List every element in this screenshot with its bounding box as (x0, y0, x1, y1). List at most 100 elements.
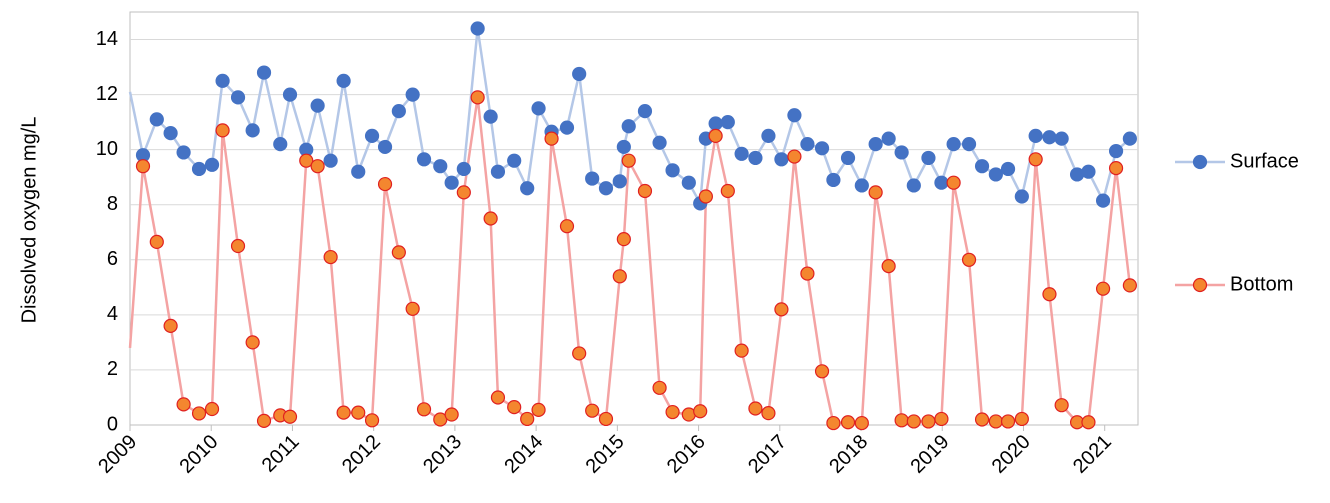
x-tick-label: 2010 (175, 431, 222, 478)
data-point (1054, 131, 1069, 146)
x-tick-label: 2021 (1069, 431, 1116, 478)
y-tick-label: 8 (107, 193, 118, 215)
data-point (840, 150, 856, 166)
data-point (1042, 287, 1057, 302)
y-tick-label: 12 (96, 83, 118, 105)
data-point (881, 259, 896, 274)
data-point (720, 115, 735, 130)
data-point (840, 415, 856, 430)
data-point (708, 116, 723, 131)
data-point (299, 153, 314, 168)
x-tick-label: 2015 (582, 431, 629, 478)
data-point (868, 137, 883, 152)
data-point (934, 411, 949, 427)
data-point (323, 249, 338, 265)
x-tick-label: 2012 (338, 431, 385, 478)
data-point (416, 152, 432, 167)
data-point (681, 175, 696, 190)
data-point (456, 185, 471, 200)
data-point (391, 245, 406, 260)
data-point (988, 167, 1003, 182)
data-point (559, 120, 575, 135)
data-point (921, 414, 936, 429)
data-point (665, 163, 680, 178)
data-point (881, 131, 896, 146)
y-tick-label: 6 (107, 248, 118, 270)
data-point (1042, 130, 1057, 145)
data-point (934, 175, 949, 190)
data-point (416, 402, 432, 417)
data-point (906, 178, 921, 193)
data-point (191, 161, 207, 177)
data-point (323, 153, 338, 168)
data-point (1122, 131, 1137, 146)
legend-label: Surface (1230, 150, 1299, 172)
data-point (336, 73, 351, 88)
data-point (585, 171, 600, 186)
data-point (612, 174, 627, 189)
data-point (163, 318, 178, 333)
data-point (1081, 164, 1096, 179)
data-point (787, 108, 802, 123)
data-point (988, 414, 1003, 429)
data-point (616, 232, 631, 247)
y-tick-label: 10 (96, 138, 118, 160)
data-point (444, 407, 459, 422)
data-point (230, 90, 246, 105)
x-tick-label: 2009 (94, 431, 141, 478)
data-point (734, 343, 749, 358)
data-point (868, 185, 883, 200)
data-point (163, 126, 178, 141)
y-tick-label: 0 (107, 413, 118, 435)
data-point (637, 104, 653, 119)
y-tick-label: 14 (96, 28, 118, 50)
data-point (621, 119, 636, 134)
data-point (149, 112, 164, 127)
data-point (800, 137, 815, 152)
data-point (693, 404, 708, 419)
data-point (256, 65, 272, 80)
data-point (1028, 128, 1043, 143)
data-point (616, 139, 631, 155)
data-point (215, 123, 230, 138)
data-point (310, 98, 325, 113)
data-point (652, 380, 667, 395)
data-point (176, 397, 191, 412)
data-point (273, 137, 288, 152)
data-point (637, 183, 653, 199)
data-point (490, 390, 506, 405)
data-point (444, 175, 459, 190)
y-tick-label: 4 (107, 303, 118, 325)
data-point (598, 411, 614, 427)
data-point (1014, 189, 1029, 204)
data-point (585, 403, 600, 418)
data-point (256, 413, 272, 428)
data-point (621, 153, 636, 168)
data-point (364, 128, 380, 143)
data-point (748, 150, 763, 166)
data-point (456, 161, 471, 177)
data-point (826, 415, 841, 431)
data-point (652, 135, 667, 150)
data-point (215, 73, 230, 88)
data-point (135, 159, 151, 174)
data-point (1000, 414, 1016, 429)
data-point (433, 159, 448, 174)
data-point (961, 252, 977, 267)
data-point (176, 145, 191, 160)
data-point (191, 406, 207, 421)
data-point (946, 175, 961, 190)
data-point (894, 145, 909, 160)
data-point (974, 412, 990, 427)
data-point (470, 90, 485, 105)
legend-label: Bottom (1230, 273, 1293, 295)
data-point (854, 178, 869, 193)
data-point (245, 123, 260, 138)
data-point (1108, 161, 1124, 176)
data-point (507, 400, 522, 415)
data-point (1014, 411, 1029, 427)
data-point (748, 401, 763, 416)
data-point (961, 137, 977, 152)
y-axis-label: Dissolved oxygen mg/L (18, 117, 40, 324)
